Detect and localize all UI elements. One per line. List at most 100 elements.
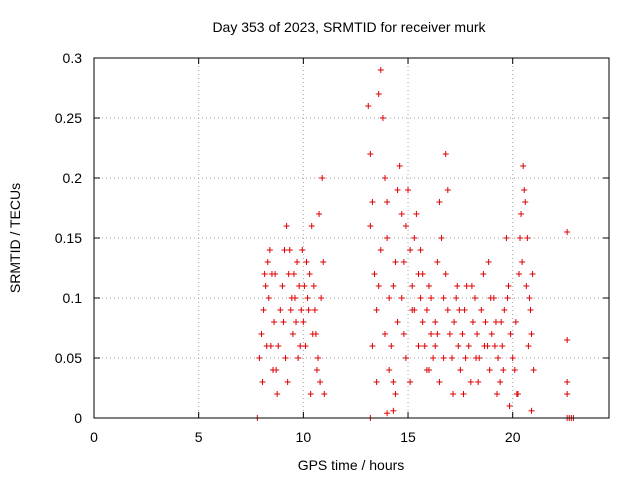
data-point [438,235,445,241]
data-point [465,343,472,349]
data-point [282,355,289,361]
data-point [272,271,279,277]
data-point [472,295,479,301]
data-point [497,379,504,385]
data-point [564,379,571,385]
data-point [390,283,397,289]
data-point [478,307,485,313]
data-point [419,319,426,325]
data-point [434,259,441,265]
data-point [519,259,526,265]
data-point [319,175,326,181]
data-point [498,319,505,325]
data-point [517,235,524,241]
data-point [507,331,514,337]
data-point [409,283,416,289]
data-point [564,229,571,235]
y-tick-labels: 0 0.05 0.1 0.15 0.2 0.25 0.3 [55,50,82,426]
grid-lines [94,58,609,418]
data-point [512,319,519,325]
data-point [381,331,388,337]
data-point [277,307,284,313]
data-point [298,307,305,313]
data-point [509,355,516,361]
data-point [305,307,312,313]
data-point [377,67,384,73]
x-tick-label: 20 [505,429,521,445]
data-point [459,331,466,337]
y-tick-label: 0.3 [63,50,83,66]
data-point [487,295,494,301]
data-point [302,343,309,349]
data-point [264,259,271,265]
data-point [289,331,296,337]
data-point [468,283,475,289]
data-point [518,211,525,217]
axis-ticks [93,57,609,419]
data-point [405,187,412,193]
data-point [520,163,527,169]
data-point [394,187,401,193]
data-point [504,295,511,301]
x-tick-label: 5 [195,429,203,445]
plot-frame [93,57,610,419]
data-point [440,355,447,361]
data-point [369,343,376,349]
data-point [371,271,378,277]
data-point [511,367,518,373]
data-point [392,259,399,265]
data-point [411,235,418,241]
y-tick-label: 0.25 [55,110,82,126]
data-point [446,331,453,337]
data-point [316,211,323,217]
data-point [287,307,294,313]
data-point [486,367,493,373]
data-point [262,283,269,289]
data-point [294,259,301,265]
x-axis-label: GPS time / hours [298,457,405,473]
data-point [526,295,533,301]
data-point [286,247,293,253]
data-point [274,391,281,397]
data-point [415,343,422,349]
data-point [419,271,426,277]
data-point [423,307,430,313]
data-point [463,283,470,289]
data-point [303,259,310,265]
data-point [407,379,414,385]
data-point [503,235,510,241]
data-point [425,367,432,373]
data-point [313,367,320,373]
data-point [288,295,295,301]
data-point [474,331,481,337]
data-point [432,319,439,325]
data-point [369,199,376,205]
data-point [528,407,535,414]
x-tick-labels: 0 5 10 15 20 [90,429,521,445]
data-point [266,247,273,253]
data-point [301,283,308,289]
data-point [485,259,492,265]
data-point [428,295,435,301]
y-tick-label: 0.2 [63,170,83,186]
data-point [462,355,469,361]
data-point [309,331,316,337]
data-point [448,355,455,361]
data-point [564,337,571,343]
data-point [402,355,409,361]
data-point [284,379,291,385]
data-point [454,283,461,289]
data-point [499,343,506,349]
data-point [304,295,311,301]
data-point [398,211,405,217]
data-point [400,259,407,265]
x-tick-label: 0 [90,429,98,445]
data-point [258,331,265,337]
data-point [367,223,374,229]
y-tick-label: 0.1 [63,290,83,306]
data-point [280,319,287,325]
data-point [480,271,487,277]
data-point [473,355,480,361]
data-point [455,343,462,349]
